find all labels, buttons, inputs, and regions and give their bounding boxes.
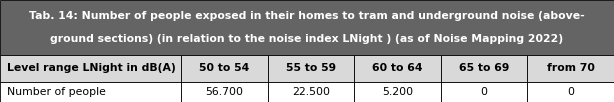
Text: ground sections) (in relation to the noise index LNight ) (as of Noise Mapping 2: ground sections) (in relation to the noi… [50,34,564,44]
Bar [0,55,181,82]
Bar [268,82,354,102]
Text: from 70: from 70 [547,63,594,73]
Bar [0,82,181,102]
Bar [354,82,441,102]
Bar [527,82,614,102]
Text: Tab. 14: Number of people exposed in their homes to tram and underground noise (: Tab. 14: Number of people exposed in the… [29,11,585,21]
Text: 0: 0 [567,87,574,97]
Text: 56.700: 56.700 [206,87,243,97]
Text: Number of people: Number of people [7,87,106,97]
Text: 0: 0 [481,87,488,97]
Bar [181,82,268,102]
Bar [441,82,527,102]
Text: 22.500: 22.500 [292,87,330,97]
Bar [441,55,527,82]
Bar [527,55,614,82]
Bar [181,55,268,82]
Bar [0,0,614,55]
Text: 60 to 64: 60 to 64 [372,63,423,73]
Text: 5.200: 5.200 [382,87,413,97]
Bar [268,55,354,82]
Text: Level range LNight in dB(A): Level range LNight in dB(A) [7,63,176,73]
Text: 50 to 54: 50 to 54 [200,63,249,73]
Bar [354,55,441,82]
Text: 65 to 69: 65 to 69 [459,63,510,73]
Text: 55 to 59: 55 to 59 [286,63,336,73]
